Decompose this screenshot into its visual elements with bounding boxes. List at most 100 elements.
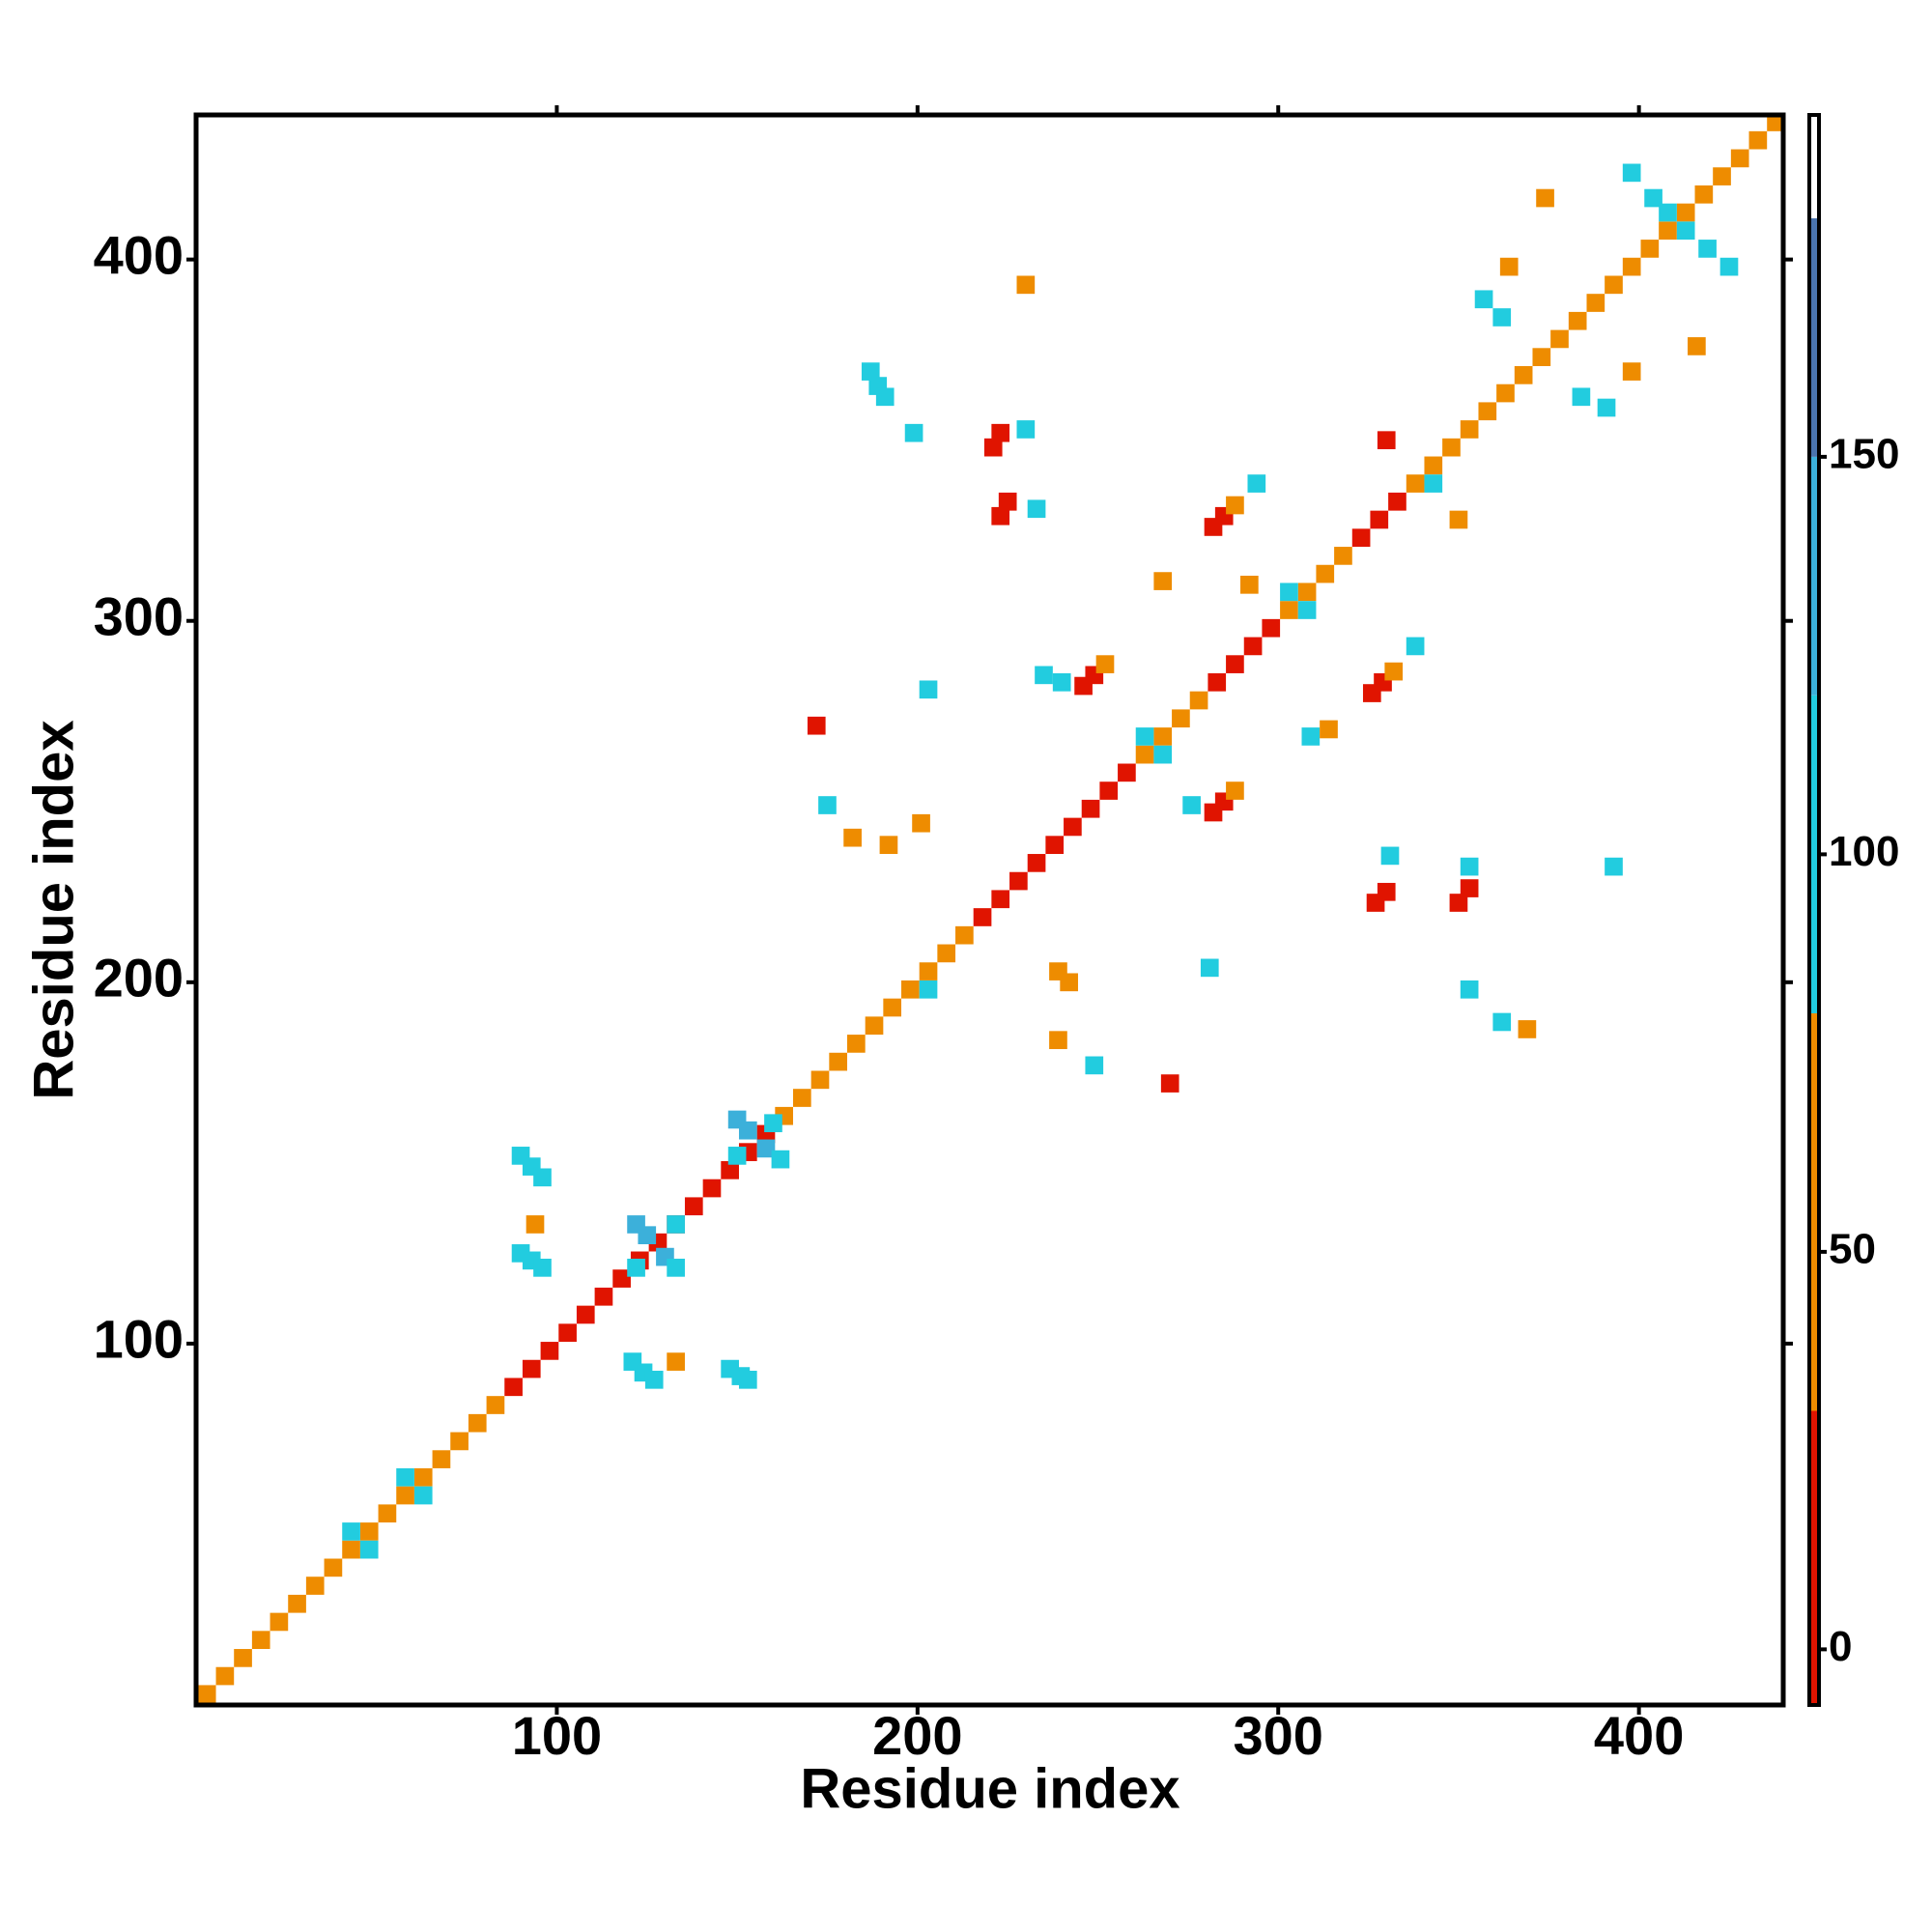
cell [1644, 188, 1662, 208]
cell [1280, 582, 1298, 602]
cell [234, 1649, 252, 1667]
colorbar-tick-label: 50 [1829, 1226, 1876, 1273]
cell [1172, 709, 1190, 728]
cell [1135, 745, 1154, 764]
cell [998, 492, 1017, 511]
cell [1351, 528, 1371, 548]
cells [197, 115, 1783, 1704]
cell [1027, 854, 1046, 872]
cell [1492, 1012, 1512, 1032]
cell [1605, 275, 1623, 295]
cell [721, 1161, 739, 1179]
cell [432, 1450, 451, 1468]
cell [1208, 672, 1227, 692]
cell [396, 1467, 414, 1487]
cell [1240, 575, 1259, 594]
cell [1568, 311, 1587, 330]
x-tick-label: 300 [1234, 1705, 1323, 1766]
cell [1153, 745, 1173, 764]
cell [1406, 637, 1425, 656]
cell [1449, 894, 1468, 912]
colorbar-segment [1809, 695, 1819, 1013]
cell [973, 908, 992, 926]
cell [1380, 846, 1400, 866]
cell [1676, 221, 1695, 241]
cell [1406, 474, 1425, 493]
cell [1676, 203, 1695, 222]
cell [875, 387, 895, 407]
cell [342, 1540, 360, 1559]
cell [1460, 879, 1479, 897]
cell [1262, 618, 1281, 638]
cell [684, 1197, 703, 1216]
cell [865, 1016, 884, 1036]
cell [727, 1147, 747, 1165]
y-tick-label: 400 [94, 224, 184, 285]
colorbar-tick-label: 150 [1829, 431, 1899, 478]
cell [771, 1150, 790, 1169]
cell [1099, 781, 1119, 800]
cell [1045, 836, 1065, 854]
x-tick-label: 400 [1594, 1705, 1684, 1766]
cell [1049, 1031, 1067, 1050]
cell [1688, 337, 1706, 355]
cell [919, 680, 938, 699]
cell [1586, 294, 1605, 312]
cell [1659, 203, 1677, 222]
cell [1550, 329, 1569, 349]
cell [1370, 510, 1389, 529]
cell [1424, 456, 1443, 475]
cell [1713, 167, 1731, 185]
cell [1377, 882, 1396, 901]
cell [983, 438, 1003, 457]
cell [829, 1052, 848, 1071]
x-tick-label: 200 [872, 1705, 962, 1766]
cell [1064, 817, 1082, 837]
cell [738, 1370, 757, 1389]
cell [594, 1287, 613, 1306]
cell [1226, 496, 1244, 515]
cell [1719, 257, 1739, 276]
cell [792, 1089, 811, 1107]
cell [197, 1685, 216, 1704]
cell [1460, 980, 1479, 999]
cell [576, 1305, 595, 1324]
y-tick-label: 300 [94, 586, 184, 647]
cell [1016, 420, 1036, 439]
cell [359, 1540, 379, 1559]
cell [1622, 163, 1641, 183]
cell [1189, 691, 1208, 710]
cell [991, 890, 1010, 909]
cell [1460, 857, 1479, 876]
cell [1035, 666, 1053, 685]
cell [904, 423, 923, 442]
cell [1226, 655, 1244, 673]
y-axis-label: Residue index [22, 720, 85, 1099]
cell [1243, 637, 1263, 656]
cell [807, 716, 826, 735]
cell [991, 423, 1010, 442]
cell [540, 1342, 559, 1360]
cell [558, 1323, 577, 1343]
cell [1730, 149, 1749, 168]
cell [667, 1352, 685, 1371]
cell [955, 925, 974, 945]
cell [991, 506, 1010, 526]
cell [1060, 973, 1078, 992]
cell [305, 1577, 325, 1595]
cell [1280, 601, 1298, 619]
cell [1027, 499, 1046, 519]
cell [1532, 348, 1551, 366]
cell [1153, 727, 1173, 746]
cell [378, 1504, 397, 1523]
cell [450, 1432, 469, 1451]
cell [1085, 1056, 1104, 1075]
cell [1460, 420, 1479, 439]
colorbar-segment [1809, 217, 1819, 457]
cell [413, 1467, 433, 1487]
cell [396, 1486, 414, 1505]
cell [644, 1370, 664, 1389]
x-tick-label: 100 [512, 1705, 602, 1766]
cell [843, 828, 862, 847]
